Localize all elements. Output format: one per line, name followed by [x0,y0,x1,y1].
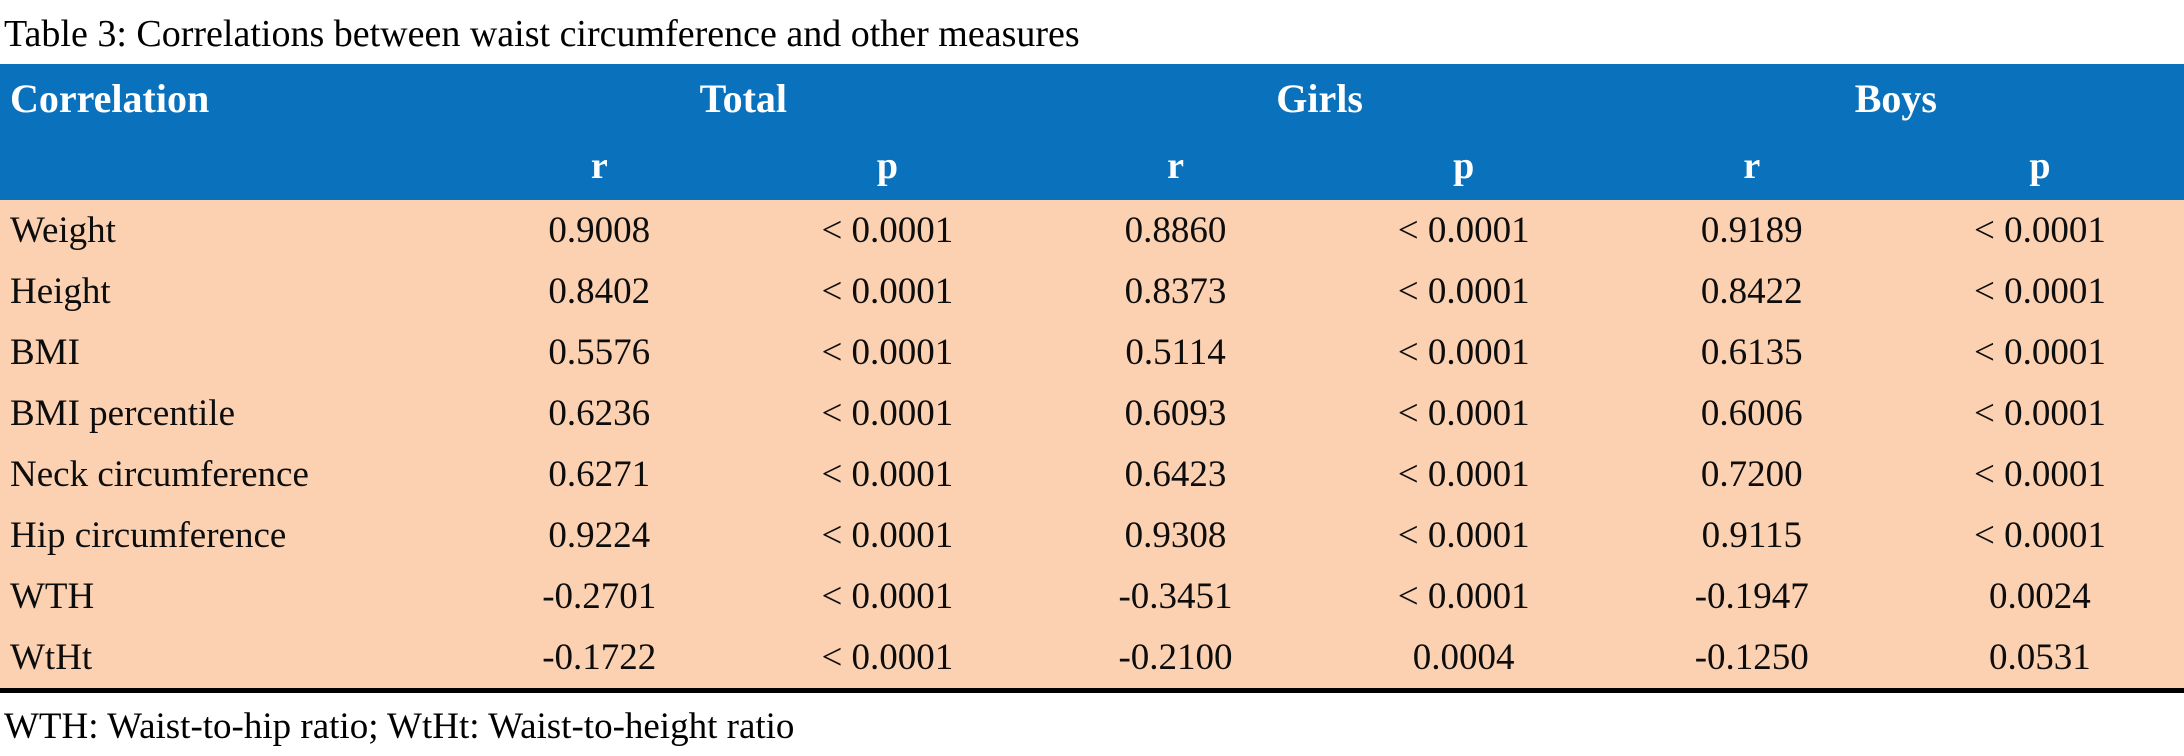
sub-header-row: r p r p r p [0,132,2184,200]
cell-total-p: < 0.0001 [743,261,1032,322]
cell-total-p: < 0.0001 [743,505,1032,566]
table-row-wth: WTH -0.2701 < 0.0001 -0.3451 < 0.0001 -0… [0,566,2184,627]
table-body: Weight 0.9008 < 0.0001 0.8860 < 0.0001 0… [0,200,2184,691]
cell-boys-p: < 0.0001 [1895,383,2184,444]
cell-boys-p: < 0.0001 [1895,200,2184,261]
cell-boys-r: -0.1250 [1607,627,1896,691]
cell-boys-r: 0.8422 [1607,261,1896,322]
cell-girls-r: 0.5114 [1031,322,1320,383]
cell-total-p: < 0.0001 [743,383,1032,444]
sub-header-girls-p: p [1319,132,1608,200]
table-row-height: Height 0.8402 < 0.0001 0.8373 < 0.0001 0… [0,261,2184,322]
table-row-hip-circumference: Hip circumference 0.9224 < 0.0001 0.9308… [0,505,2184,566]
table-row-neck-circumference: Neck circumference 0.6271 < 0.0001 0.642… [0,444,2184,505]
cell-girls-p: < 0.0001 [1319,505,1608,566]
sub-header-total-p: p [743,132,1032,200]
cell-girls-r: -0.2100 [1031,627,1320,691]
row-label: Weight [0,200,456,261]
cell-total-r: -0.1722 [455,627,744,691]
cell-girls-p: < 0.0001 [1319,261,1608,322]
cell-girls-p: < 0.0001 [1319,383,1608,444]
cell-girls-r: 0.8860 [1031,200,1320,261]
row-label: BMI percentile [0,383,456,444]
cell-girls-r: 0.8373 [1031,261,1320,322]
row-label: WTH [0,566,456,627]
cell-boys-r: -0.1947 [1607,566,1896,627]
cell-boys-r: 0.9115 [1607,505,1896,566]
cell-total-r: 0.5576 [455,322,744,383]
cell-girls-r: -0.3451 [1031,566,1320,627]
corner-header-correlation: Correlation [0,64,456,132]
cell-girls-r: 0.6423 [1031,444,1320,505]
cell-girls-p: < 0.0001 [1319,200,1608,261]
cell-total-r: 0.9224 [455,505,744,566]
cell-total-r: 0.6271 [455,444,744,505]
table-row-weight: Weight 0.9008 < 0.0001 0.8860 < 0.0001 0… [0,200,2184,261]
cell-girls-r: 0.9308 [1031,505,1320,566]
sub-header-total-r: r [455,132,744,200]
cell-total-p: < 0.0001 [743,444,1032,505]
cell-girls-p: < 0.0001 [1319,566,1608,627]
cell-boys-p: 0.0531 [1895,627,2184,691]
row-label: Hip circumference [0,505,456,566]
cell-boys-r: 0.6135 [1607,322,1896,383]
table-row-bmi-percentile: BMI percentile 0.6236 < 0.0001 0.6093 < … [0,383,2184,444]
cell-total-p: < 0.0001 [743,322,1032,383]
row-label: BMI [0,322,456,383]
group-header-boys: Boys [1607,64,2184,132]
correlation-table: Correlation Total Girls Boys r p r p r p… [0,64,2184,693]
cell-girls-r: 0.6093 [1031,383,1320,444]
table-row-bmi: BMI 0.5576 < 0.0001 0.5114 < 0.0001 0.61… [0,322,2184,383]
cell-boys-r: 0.6006 [1607,383,1896,444]
sub-header-empty [0,132,456,200]
group-header-total: Total [455,64,1032,132]
group-header-girls: Girls [1031,64,1608,132]
cell-boys-r: 0.9189 [1607,200,1896,261]
cell-boys-p: < 0.0001 [1895,322,2184,383]
cell-total-r: 0.6236 [455,383,744,444]
sub-header-boys-p: p [1895,132,2184,200]
cell-total-r: 0.8402 [455,261,744,322]
row-label: Neck circumference [0,444,456,505]
table-row-wtht: WtHt -0.1722 < 0.0001 -0.2100 0.0004 -0.… [0,627,2184,691]
cell-girls-p: < 0.0001 [1319,444,1608,505]
sub-header-girls-r: r [1031,132,1320,200]
table-footnote: WTH: Waist-to-hip ratio; WtHt: Waist-to-… [4,706,795,747]
cell-boys-p: 0.0024 [1895,566,2184,627]
cell-girls-p: 0.0004 [1319,627,1608,691]
cell-total-r: 0.9008 [455,200,744,261]
row-label: Height [0,261,456,322]
cell-boys-p: < 0.0001 [1895,444,2184,505]
table-title: Table 3: Correlations between waist circ… [4,13,1080,55]
table-header: Correlation Total Girls Boys r p r p r p [0,64,2184,200]
sub-header-boys-r: r [1607,132,1896,200]
cell-total-p: < 0.0001 [743,627,1032,691]
cell-total-p: < 0.0001 [743,200,1032,261]
cell-boys-p: < 0.0001 [1895,505,2184,566]
group-header-row: Correlation Total Girls Boys [0,64,2184,132]
row-label: WtHt [0,627,456,691]
cell-boys-p: < 0.0001 [1895,261,2184,322]
cell-boys-r: 0.7200 [1607,444,1896,505]
cell-girls-p: < 0.0001 [1319,322,1608,383]
cell-total-r: -0.2701 [455,566,744,627]
cell-total-p: < 0.0001 [743,566,1032,627]
